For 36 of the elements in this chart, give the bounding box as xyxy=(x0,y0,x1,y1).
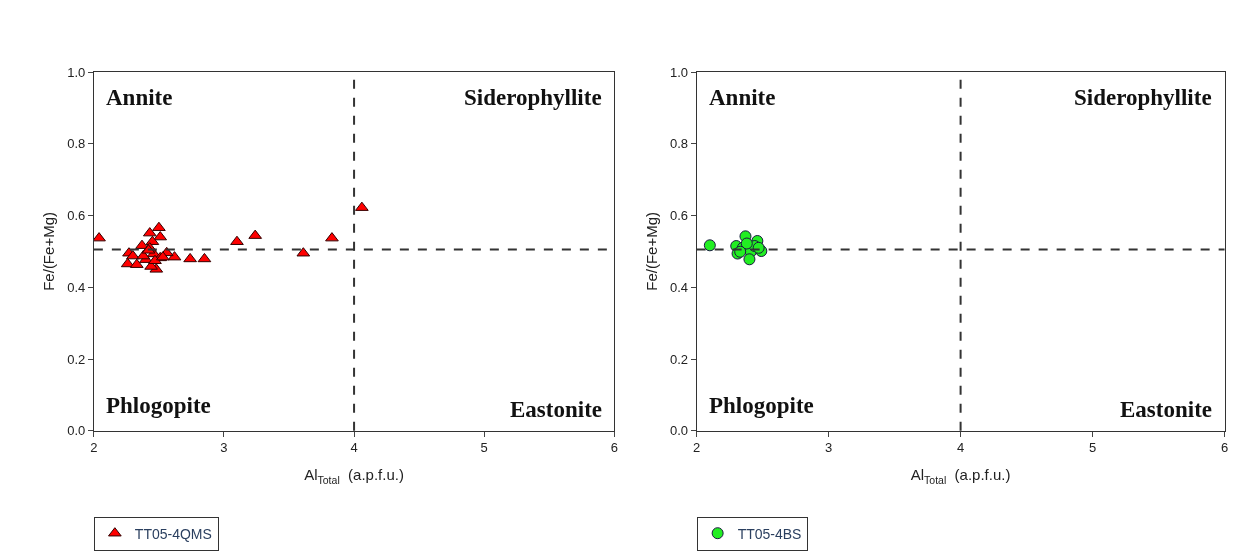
legend-label: TT05-4BS xyxy=(737,525,802,542)
y-tick-label: 0.4 xyxy=(669,279,689,295)
y-tick-label: 0.0 xyxy=(67,423,86,439)
y-tick-label: 0.6 xyxy=(67,208,86,224)
annotation: Siderophyllite xyxy=(1074,85,1212,110)
y-tick-label: 0.0 xyxy=(669,423,689,439)
y-axis-title: Fe/(Fe+Mg) xyxy=(40,212,58,291)
x-tick-label: 2 xyxy=(693,440,701,456)
annotation: Siderophyllite xyxy=(464,85,602,110)
y-tick-label: 0.8 xyxy=(67,136,86,152)
annotation: Eastonite xyxy=(510,397,602,422)
x-tick-label: 4 xyxy=(956,440,965,456)
y-tick-label: 0.2 xyxy=(669,351,689,367)
y-tick-label: 0.4 xyxy=(67,279,86,295)
annotation: Phlogopite xyxy=(709,393,814,418)
annotation: Eastonite xyxy=(1120,397,1212,422)
x-tick-label: 6 xyxy=(610,440,618,456)
y-tick-label: 0.2 xyxy=(67,351,86,367)
annotation: Phlogopite xyxy=(106,393,211,418)
x-tick-label: 5 xyxy=(480,440,488,456)
y-tick-label: 0.6 xyxy=(669,208,689,224)
annotation: Annite xyxy=(106,85,173,110)
x-tick-label: 6 xyxy=(1220,440,1229,456)
x-tick-label: 2 xyxy=(90,440,98,456)
x-tick-label: 3 xyxy=(220,440,228,456)
x-axis-title: Al$_{Total}$ (a.p.f.u.) xyxy=(304,466,404,486)
x-tick-label: 4 xyxy=(350,440,358,456)
legend-label: TT05-4QMS xyxy=(134,525,212,542)
y-axis-title: Fe/(Fe+Mg) xyxy=(643,212,661,291)
y-tick-label: 1.0 xyxy=(67,64,86,80)
annotation: Annite xyxy=(709,85,776,110)
x-tick-label: 5 xyxy=(1088,440,1097,456)
x-axis-title: Al$_{Total}$ (a.p.f.u.) xyxy=(910,466,1011,486)
y-tick-label: 1.0 xyxy=(669,64,689,80)
x-tick-label: 3 xyxy=(825,440,833,456)
y-tick-label: 0.8 xyxy=(669,136,689,152)
